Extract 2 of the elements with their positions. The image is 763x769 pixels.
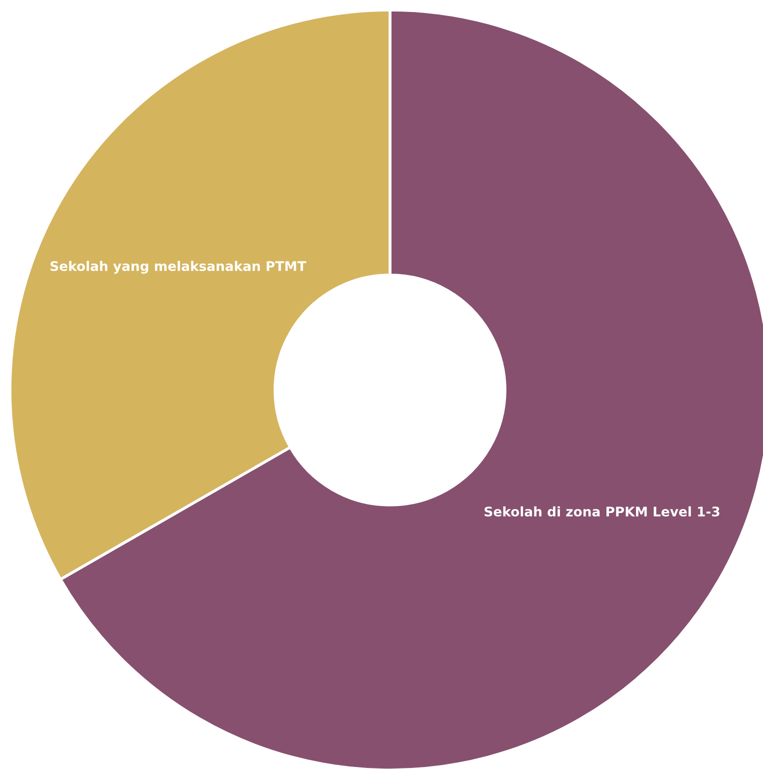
slice-label: Sekolah yang melaksanakan PTMT <box>50 260 306 274</box>
slice-label: Sekolah di zona PPKM Level 1-3 <box>484 506 720 517</box>
